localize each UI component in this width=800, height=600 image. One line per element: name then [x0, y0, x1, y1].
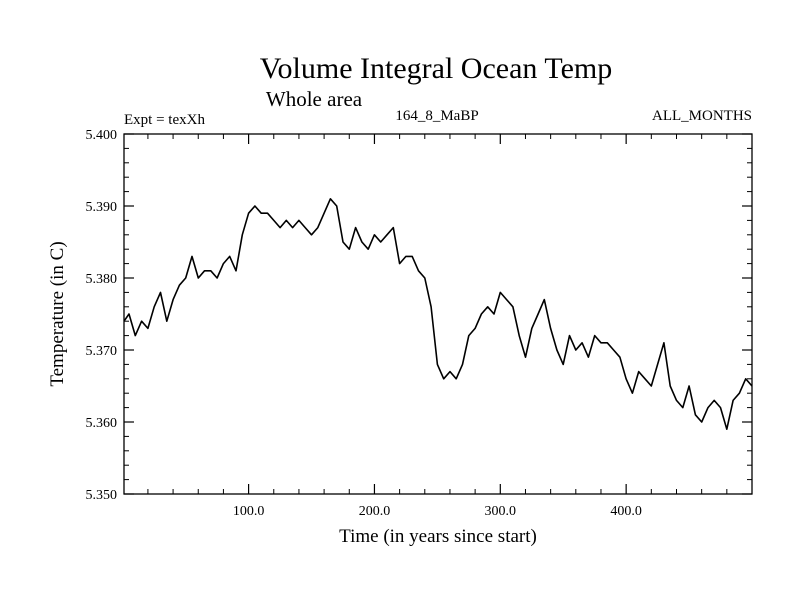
x-tick-label: 300.0: [485, 504, 517, 519]
y-tick-label: 5.390: [86, 200, 118, 215]
plot-frame: [123, 133, 753, 495]
y-tick-labels: 5.350 5.360 5.370 5.380 5.390 5.400: [86, 128, 118, 503]
y-tick-label: 5.350: [86, 488, 118, 503]
chart-title: Volume Integral Ocean Temp: [260, 52, 613, 85]
y-tick-label: 5.380: [86, 272, 118, 287]
y-tick-label: 5.400: [86, 128, 118, 143]
y-tick-label: 5.360: [86, 416, 118, 431]
expt-label: Expt = texXh: [124, 112, 205, 128]
run-label: 164_8_MaBP: [395, 108, 478, 124]
months-label: ALL_MONTHS: [652, 108, 752, 124]
series-line: [123, 198, 753, 430]
x-tick-label: 100.0: [233, 504, 265, 519]
y-axis-label: Temperature (in C): [47, 241, 68, 386]
chart-subtitle: Whole area: [266, 87, 363, 111]
x-axis-label: Time (in years since start): [339, 526, 537, 547]
y-tick-label: 5.370: [86, 344, 118, 359]
x-tick-label: 200.0: [359, 504, 391, 519]
axis-ticks: [124, 133, 752, 495]
x-tick-labels: 100.0 200.0 300.0 400.0: [233, 504, 642, 519]
x-tick-label: 400.0: [610, 504, 642, 519]
